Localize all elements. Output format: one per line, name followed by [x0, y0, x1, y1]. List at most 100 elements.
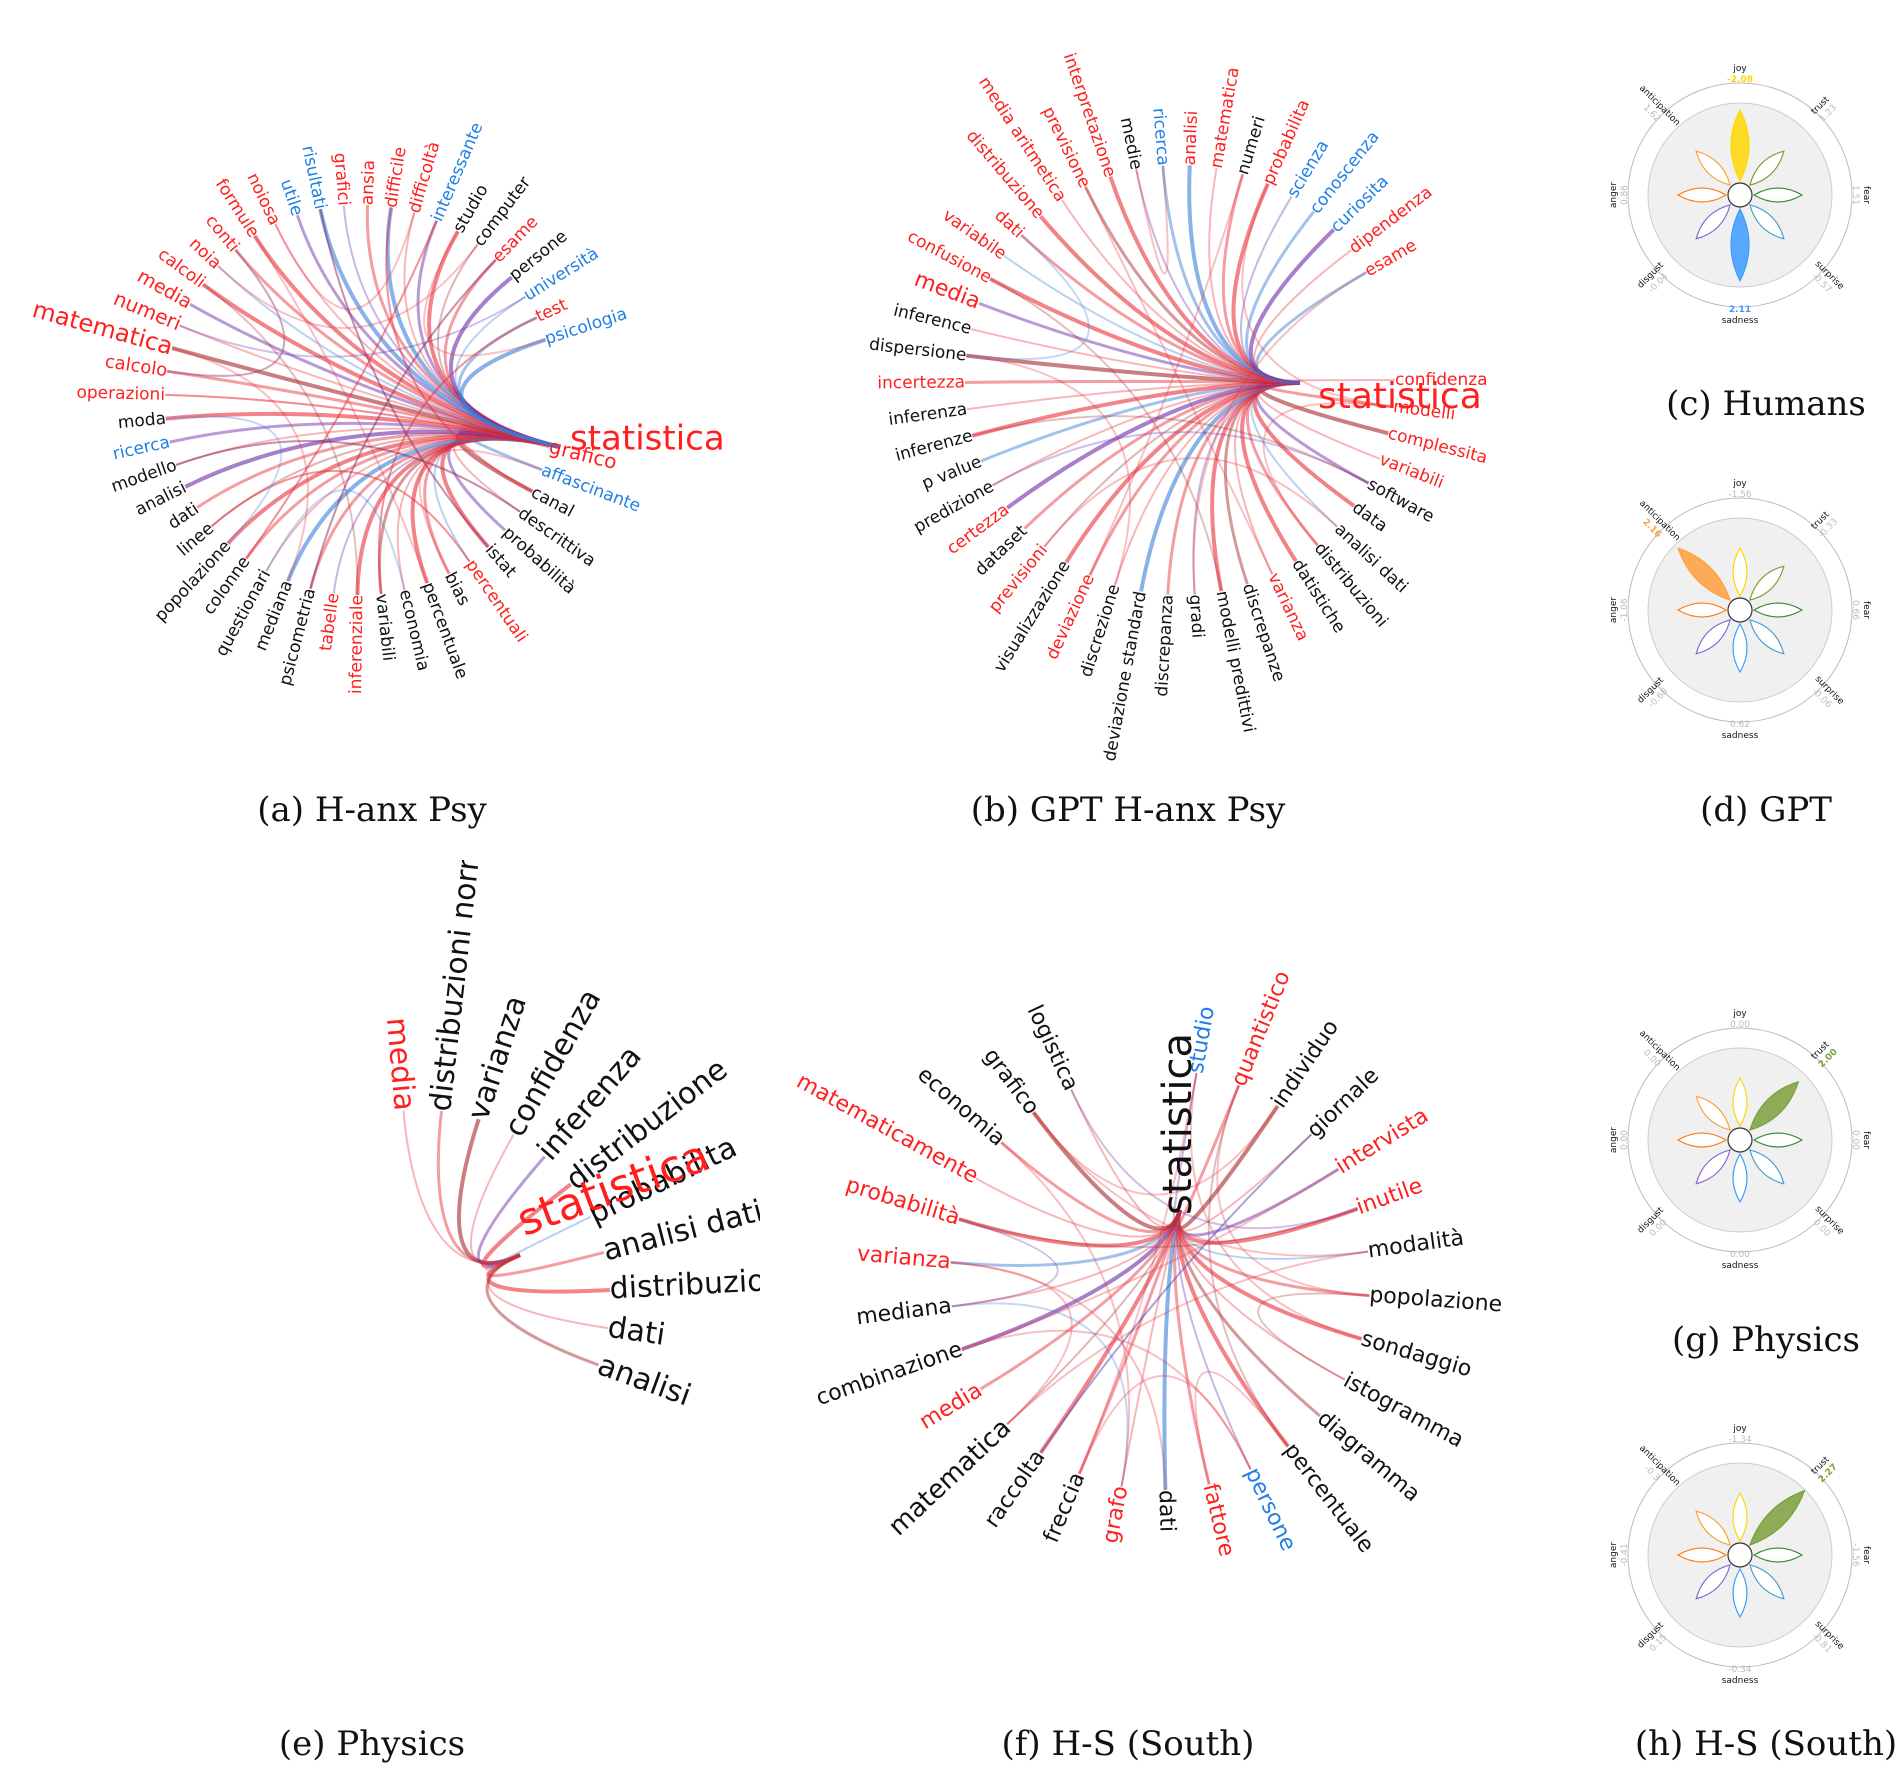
link-conti-calcolo: [166, 249, 286, 377]
petal-joy: [1730, 108, 1750, 183]
center-dot-g: [1727, 1127, 1753, 1153]
network-f: studio quantisticoindividuogiornaleinterv…: [792, 968, 1504, 1559]
link-predizione-software: [992, 431, 1370, 487]
petal-disgust: [1695, 619, 1731, 655]
emotion-label-anger: anger: [1609, 1127, 1619, 1153]
word-popolazione: popolazione: [1369, 1283, 1504, 1318]
links-e: [402, 1110, 610, 1367]
link-grafico-modalita: [1032, 1111, 1369, 1257]
emotion-value-sadness: 2.11: [1729, 305, 1751, 315]
network-b: confidenzamodellicomplessitavariabilisof…: [868, 51, 1489, 763]
petal-anger: [1676, 602, 1728, 618]
word-probabilita: probabilità: [843, 1173, 963, 1231]
link-hub-logistica: [1070, 1089, 1181, 1228]
emotion-label-fear: fear: [1861, 1131, 1871, 1149]
link-raccolta-giornale: [1039, 1133, 1313, 1454]
link-variabili-test: [377, 316, 538, 594]
link-software-inferenze: [972, 415, 1370, 485]
link-canal-difficile: [385, 207, 533, 493]
emotion-value-fear: 1.51: [1850, 185, 1860, 205]
link-hub-dati: [1162, 1209, 1182, 1490]
links-a: [165, 205, 561, 596]
caption-h: (h) H-S (South): [1634, 1724, 1898, 1764]
link-percentuale-formule: [253, 235, 429, 584]
petals-g: [1676, 1076, 1804, 1204]
link-hub-combinazione: [961, 1209, 1182, 1352]
petal-sadness: [1732, 1152, 1748, 1204]
petal-sadness: [1732, 1567, 1748, 1619]
word-freccia: freccia: [1039, 1469, 1090, 1547]
link-dati-dispersione: [966, 234, 1090, 361]
emotion-value-anger: 0.86: [1620, 185, 1630, 205]
petal-anticipation: [1677, 547, 1732, 602]
caption-c: (c) Humans: [1666, 384, 1866, 424]
link-questionari-economia: [265, 489, 406, 591]
caption-f: (f) H-S (South): [1001, 1724, 1255, 1764]
link-risultati-istat: [319, 208, 489, 548]
petals-c: [1676, 108, 1804, 283]
link-istat-risultati: [319, 208, 489, 548]
word-grafici: grafici: [329, 152, 353, 206]
link-percentuale-quantistico: [1207, 1084, 1289, 1448]
emotion-value-sadness: 0.62: [1730, 720, 1750, 730]
link-persone-combinazione: [961, 1329, 1252, 1470]
word-analisi: analisi: [1180, 110, 1202, 165]
petal-disgust: [1695, 204, 1731, 240]
word-mediana: mediana: [855, 1294, 953, 1331]
word-inutile: inutile: [1353, 1173, 1426, 1220]
word-dati: dati: [605, 1310, 667, 1353]
word-media: media: [379, 1016, 422, 1112]
petal-surprise: [1749, 619, 1785, 655]
link-hub-distribuzione: [481, 1182, 572, 1269]
emotion-flower-h: joy-1.34trust2.27fear-1.56surprise-0.81s…: [1609, 1424, 1871, 1686]
emotion-label-joy: joy: [1732, 64, 1747, 74]
link-psicometria-esame: [309, 259, 497, 589]
petal-trust: [1748, 1080, 1800, 1132]
emotion-value-anger: -0.41: [1620, 1543, 1630, 1566]
caption-a: (a) H-anx Psy: [257, 790, 487, 830]
link-interessante-colonne: [245, 220, 438, 560]
link-esame-psicometria: [309, 259, 497, 589]
petal-surprise: [1749, 1149, 1785, 1185]
link-individuo-grafico: [1032, 1105, 1279, 1196]
link-modalita-matematica: [1006, 1250, 1369, 1425]
link-hub-distribuzioni: [486, 1253, 610, 1294]
link-hub-grafico: [1031, 1111, 1182, 1231]
emotion-flower-c: joy-2.08trust1.23fear1.51surprise-0.57sa…: [1609, 64, 1871, 326]
link-hub-psicologia: [459, 337, 561, 449]
caption-g: (g) Physics: [1672, 1320, 1860, 1360]
word-media: media: [915, 1378, 987, 1435]
link-hub-dati: [487, 1254, 609, 1330]
word-incertezza: incertezza: [877, 372, 965, 393]
emotion-value-anger: 0.00: [1620, 1130, 1630, 1150]
link-fattore-percentuale: [1194, 1370, 1289, 1485]
center-word-statistica: statistica: [1318, 376, 1482, 417]
center-word-statistica: statistica: [570, 419, 725, 459]
link-hub-distribuzioni-normali: [436, 1111, 521, 1265]
link-studio-psicologia: [423, 230, 546, 357]
word-inferenziale: inferenziale: [346, 595, 367, 694]
petal-disgust: [1695, 1149, 1731, 1185]
link-modello-descrittiva: [175, 440, 521, 513]
word-distribuzioni: distribuzioni: [609, 1262, 760, 1307]
link-difficile-canal: [385, 207, 533, 493]
word-dispersione: dispersione: [868, 335, 967, 366]
emotion-value-joy: -2.08: [1727, 75, 1753, 85]
emotion-flower-g: joy0.00trust2.00fear0.00surprise0.00sadn…: [1609, 1009, 1871, 1271]
link-grafico-operazioni: [165, 393, 550, 449]
link-popolazione-istogramma: [1257, 1292, 1370, 1381]
emotion-label-fear: fear: [1861, 1546, 1871, 1564]
word-inferenza: inferenza: [887, 399, 968, 430]
network-a: graficoaffascinantecanaldescrittivaproba…: [29, 120, 725, 695]
word-grafo: grafo: [1098, 1484, 1133, 1545]
word-discrepanza: discrepanza: [1152, 594, 1178, 697]
link-hub-distribuzioni: [1245, 381, 1319, 547]
link-hub-grafo: [1120, 1209, 1181, 1487]
petal-surprise: [1749, 204, 1785, 240]
word-persone: persone: [1240, 1464, 1301, 1555]
link-mediana-probabilita: [951, 1218, 1059, 1308]
center-dot-d: [1727, 597, 1753, 623]
emotion-label-fear: fear: [1861, 601, 1871, 619]
center-dot-h: [1727, 1542, 1753, 1568]
caption-d: (d) GPT: [1700, 790, 1832, 830]
